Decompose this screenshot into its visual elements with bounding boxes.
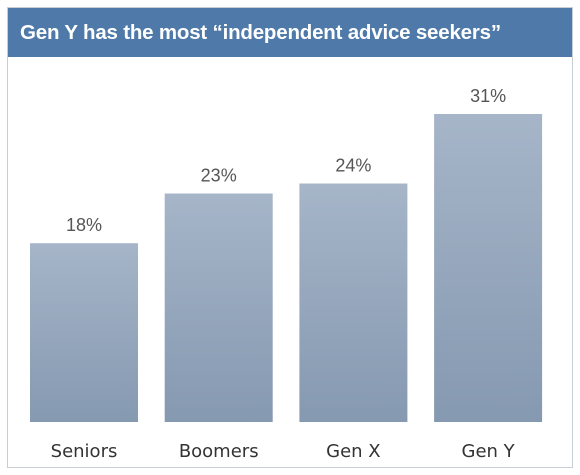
value-label-boomers: 23% (201, 166, 237, 186)
bar-gen-x (299, 183, 408, 422)
value-label-seniors: 18% (66, 215, 102, 235)
title-bar: Gen Y has the most “independent advice s… (8, 8, 572, 57)
value-label-gen-x: 24% (335, 156, 371, 176)
chart-title: Gen Y has the most “independent advice s… (20, 20, 501, 44)
category-label-boomers: Boomers (179, 441, 259, 462)
bar-boomers (164, 193, 273, 422)
value-label-gen-y: 31% (470, 86, 506, 106)
bar-seniors (30, 243, 138, 422)
category-label-seniors: Seniors (51, 441, 118, 462)
bar-gen-y (434, 114, 543, 422)
bars-group: 18% Seniors 23% Boomers 24% Gen X 31% Gen Y (30, 86, 543, 462)
category-label-gen-x: Gen X (326, 441, 380, 462)
category-label-gen-y: Gen Y (462, 441, 516, 462)
